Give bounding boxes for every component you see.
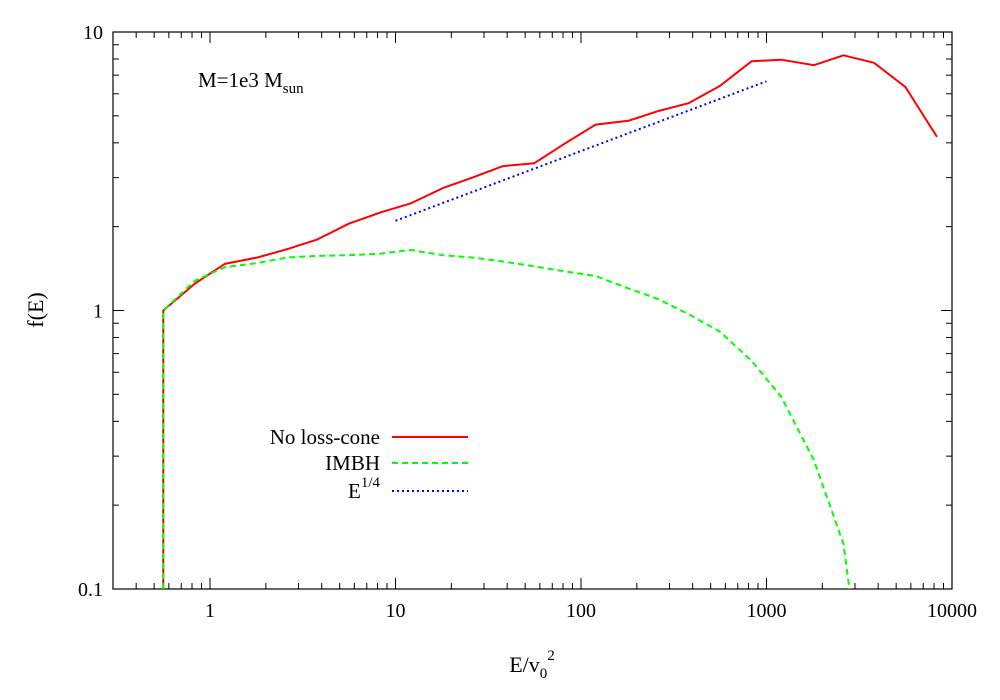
plot-frame bbox=[112, 31, 953, 590]
legend-label-no-loss-cone: No loss-cone bbox=[270, 425, 380, 449]
ticks: 1 10 100 1000 10000 0.1 1 10 bbox=[78, 22, 977, 622]
series-line-0 bbox=[162, 54, 938, 589]
y-tick-label: 10 bbox=[83, 22, 103, 44]
x-tick-label: 100 bbox=[566, 600, 596, 622]
x-tick-label: 1000 bbox=[746, 600, 786, 622]
x-axis-label: E/v02 bbox=[509, 648, 555, 682]
legend: No loss-cone IMBH E1/4 bbox=[270, 425, 468, 503]
legend-label-imbh: IMBH bbox=[325, 451, 380, 475]
x-tick-label: 10 bbox=[385, 600, 405, 622]
series-line-2 bbox=[395, 80, 767, 222]
y-axis-label: f(E) bbox=[23, 292, 48, 327]
mass-annotation: M=1e3 Msun bbox=[198, 68, 304, 97]
legend-label-e-quarter: E1/4 bbox=[348, 475, 380, 503]
y-tick-label: 1 bbox=[93, 301, 103, 323]
x-tick-label: 10000 bbox=[927, 600, 977, 622]
y-tick-label: 0.1 bbox=[78, 579, 103, 601]
x-tick-label: 1 bbox=[205, 600, 215, 622]
series-layer bbox=[162, 54, 938, 590]
series-line-1 bbox=[162, 248, 851, 590]
